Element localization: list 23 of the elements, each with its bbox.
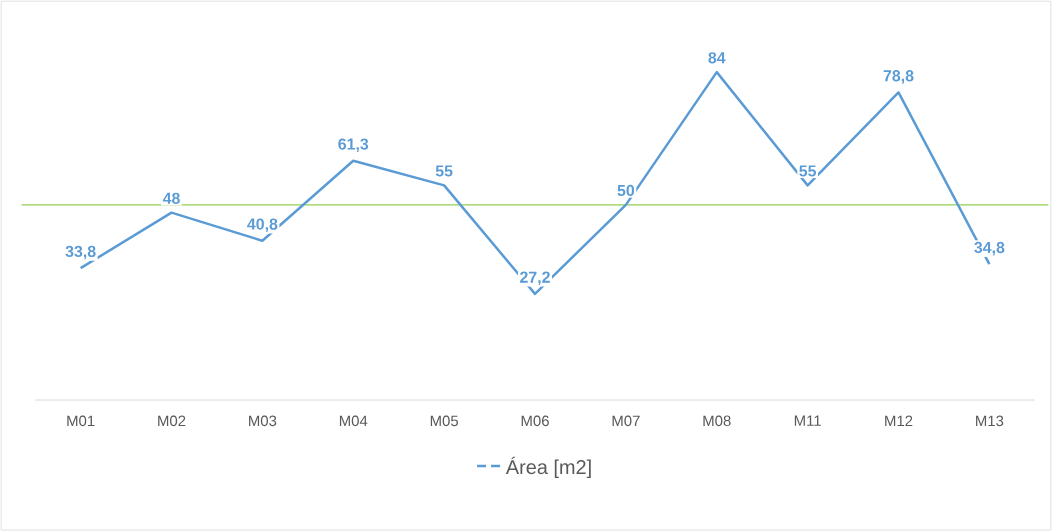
data-label: 61,3 (338, 138, 369, 152)
data-label: 84 (708, 52, 726, 64)
data-label: 40,8 (247, 218, 278, 232)
x-tick-label: M01 (67, 415, 95, 427)
x-tick-label: M04 (339, 415, 368, 427)
x-tick-label: M13 (976, 415, 1004, 427)
x-tick-label: M11 (794, 415, 821, 426)
data-label: 48 (162, 192, 180, 204)
x-tick-label: M05 (430, 415, 459, 427)
data-label: 55 (435, 165, 453, 177)
data-label: 27,2 (520, 271, 550, 286)
data-label: 33,8 (65, 245, 96, 260)
data-label: 78,8 (883, 70, 914, 84)
data-label: 55 (799, 165, 817, 177)
data-label: 50 (617, 184, 635, 197)
x-tick-label: M06 (521, 415, 549, 427)
legend-label: Área [m2] (505, 456, 591, 478)
x-tick-label: M12 (885, 415, 913, 426)
data-label: 34,8 (974, 241, 1005, 256)
x-tick-label: M02 (158, 415, 186, 427)
x-tick-label: M07 (612, 415, 640, 427)
x-tick-label: M08 (703, 415, 731, 427)
x-tick-label: M03 (249, 415, 277, 427)
